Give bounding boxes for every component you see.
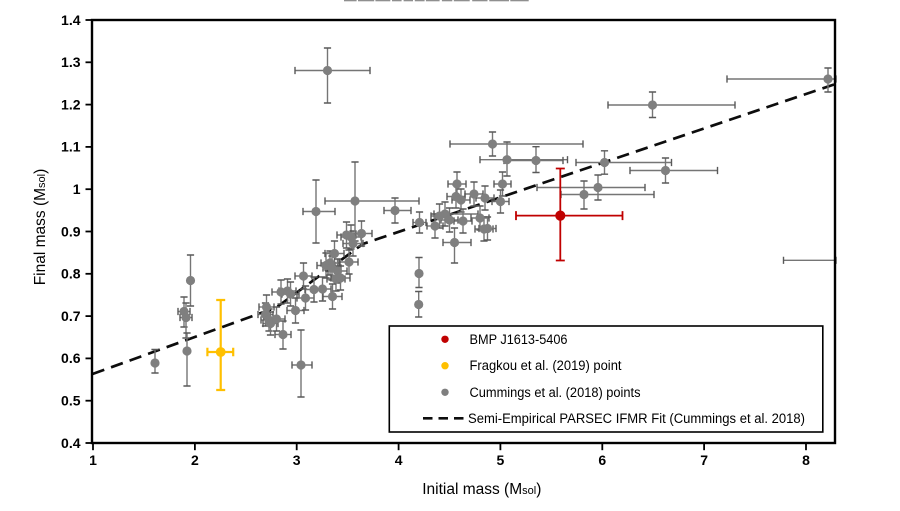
svg-text:3: 3 xyxy=(293,452,301,468)
svg-text:0.6: 0.6 xyxy=(61,350,81,366)
svg-text:0.9: 0.9 xyxy=(61,223,81,239)
svg-text:0.5: 0.5 xyxy=(61,393,81,409)
svg-text:5: 5 xyxy=(497,452,505,468)
svg-text:1: 1 xyxy=(89,452,97,468)
svg-text:4: 4 xyxy=(395,452,403,468)
svg-text:1.4: 1.4 xyxy=(61,12,81,28)
svg-text:0.4: 0.4 xyxy=(61,435,81,451)
svg-text:BMP J1613-5406: BMP J1613-5406 xyxy=(470,332,568,347)
svg-text:Cummings et al. (2018) points: Cummings et al. (2018) points xyxy=(470,385,641,400)
svg-text:7: 7 xyxy=(700,452,708,468)
svg-text:6: 6 xyxy=(598,452,606,468)
svg-text:1.2: 1.2 xyxy=(61,96,81,112)
svg-text:Initial mass (Msol): Initial mass (Msol) xyxy=(422,481,541,498)
svg-text:0.8: 0.8 xyxy=(61,266,81,282)
svg-text:1: 1 xyxy=(73,181,81,197)
svg-text:Final mass (Msol): Final mass (Msol) xyxy=(32,169,49,286)
svg-text:8: 8 xyxy=(802,452,810,468)
svg-text:1.1: 1.1 xyxy=(61,139,81,155)
svg-text:Semi-Empirical PARSEC IFMR Fit: Semi-Empirical PARSEC IFMR Fit (Cummings… xyxy=(468,411,805,426)
svg-text:0.7: 0.7 xyxy=(61,308,81,324)
svg-text:2: 2 xyxy=(191,452,199,468)
svg-text:Fragkou et al. (2019) point: Fragkou et al. (2019) point xyxy=(470,358,622,373)
svg-text:1.3: 1.3 xyxy=(61,54,81,70)
